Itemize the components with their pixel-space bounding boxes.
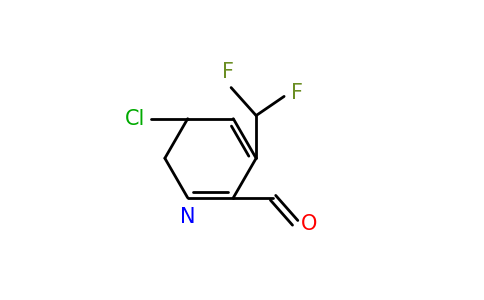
Text: F: F [222,62,234,82]
Text: F: F [290,83,302,103]
Text: O: O [301,214,317,234]
Text: N: N [180,207,196,227]
Text: Cl: Cl [125,109,146,129]
